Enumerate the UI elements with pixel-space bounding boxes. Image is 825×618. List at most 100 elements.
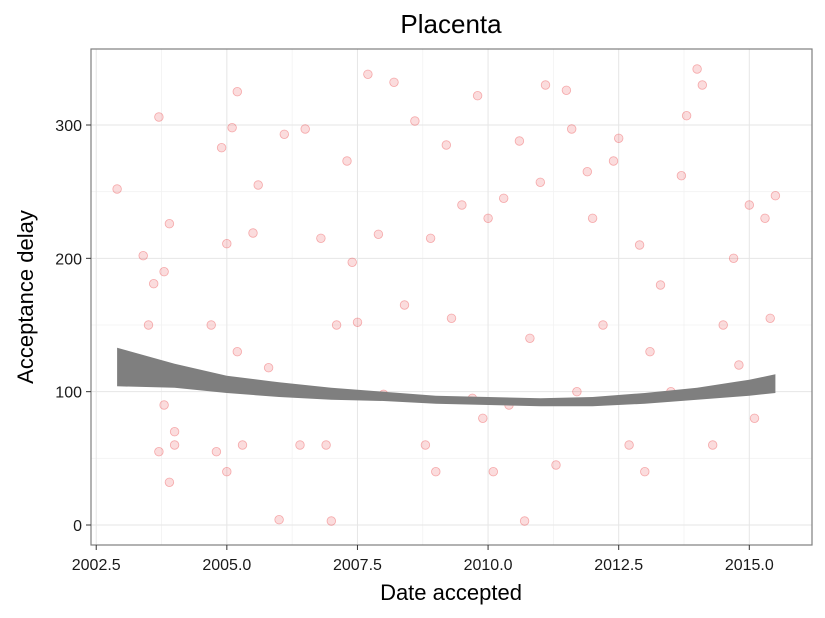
- data-point: [483, 213, 493, 224]
- data-point: [446, 313, 457, 324]
- data-point: [164, 477, 175, 488]
- data-point: [535, 177, 546, 188]
- data-point: [760, 213, 770, 224]
- data-point: [697, 80, 708, 90]
- data-point: [441, 140, 452, 150]
- x-tick-label: 2007.5: [333, 557, 382, 574]
- data-point: [718, 320, 728, 330]
- x-tick-label: 2005.0: [202, 557, 251, 574]
- data-point: [728, 253, 739, 263]
- y-axis-label: Acceptance delay: [13, 210, 38, 384]
- data-point: [457, 200, 467, 210]
- plot-panel-border: [90, 48, 813, 546]
- data-point: [112, 184, 122, 194]
- data-point: [744, 200, 755, 210]
- x-tick-label: 2010.0: [464, 557, 513, 574]
- data-point: [572, 387, 582, 397]
- data-point: [640, 467, 650, 477]
- data-point: [321, 440, 331, 450]
- data-point: [211, 447, 222, 457]
- data-point: [148, 279, 159, 289]
- y-axis-ticks: 0 100 200 300: [55, 118, 91, 535]
- data-point: [222, 238, 232, 249]
- data-point: [274, 515, 284, 525]
- data-point: [164, 218, 175, 229]
- data-point: [420, 440, 431, 450]
- data-point: [561, 85, 572, 96]
- data-point: [749, 413, 760, 424]
- data-point: [645, 347, 655, 357]
- data-point: [347, 257, 357, 268]
- data-point: [248, 228, 258, 238]
- y-tick-label: 200: [55, 251, 82, 268]
- data-point: [216, 142, 227, 153]
- data-point: [389, 77, 399, 88]
- data-point: [159, 400, 169, 410]
- data-point: [567, 124, 577, 134]
- y-tick-label: 0: [73, 518, 82, 535]
- smooth-confidence-band: [117, 347, 776, 407]
- data-point: [655, 280, 666, 290]
- data-point: [770, 190, 781, 201]
- data-point: [295, 440, 305, 450]
- data-point: [431, 467, 441, 477]
- data-point: [169, 427, 180, 437]
- data-point: [342, 156, 352, 166]
- data-point: [540, 80, 551, 90]
- x-tick-label: 2002.5: [72, 557, 121, 574]
- data-point: [765, 313, 775, 324]
- data-point: [488, 467, 499, 477]
- data-point: [472, 90, 483, 101]
- data-point: [227, 122, 237, 133]
- x-axis-ticks: 2002.5 2005.0 2007.5 2010.0 2012.5 2015.0: [72, 545, 774, 574]
- data-point: [514, 136, 525, 146]
- data-point: [624, 440, 634, 450]
- data-point: [232, 86, 243, 97]
- data-point: [582, 166, 593, 177]
- data-point: [734, 360, 744, 370]
- data-point: [222, 467, 232, 477]
- data-point: [399, 300, 410, 310]
- data-points: [112, 64, 781, 526]
- data-point: [587, 213, 598, 224]
- data-point: [519, 516, 530, 526]
- y-tick-label: 100: [55, 385, 82, 402]
- data-point: [692, 64, 702, 74]
- data-point: [525, 333, 535, 344]
- data-point: [608, 156, 619, 166]
- x-axis-label: Date accepted: [380, 580, 522, 605]
- data-point: [279, 129, 290, 140]
- data-point: [154, 112, 164, 122]
- data-point: [159, 267, 169, 277]
- data-point: [614, 133, 624, 144]
- data-point: [676, 170, 687, 181]
- data-point: [499, 193, 509, 204]
- y-tick-label: 300: [55, 118, 82, 135]
- data-point: [373, 229, 384, 240]
- data-point: [352, 317, 363, 328]
- smooth-ribbon: [117, 347, 776, 407]
- data-point: [253, 180, 263, 190]
- data-point: [598, 320, 608, 330]
- data-point: [478, 413, 488, 424]
- data-point: [425, 233, 436, 244]
- data-point: [410, 116, 420, 126]
- data-point: [263, 363, 274, 373]
- grid-lines: [91, 49, 812, 545]
- x-tick-label: 2015.0: [725, 557, 774, 574]
- data-point: [331, 320, 342, 330]
- data-point: [708, 440, 718, 450]
- data-point: [316, 233, 326, 244]
- data-point: [154, 447, 164, 457]
- data-point: [206, 320, 216, 330]
- x-tick-label: 2012.5: [594, 557, 643, 574]
- data-point: [363, 69, 373, 80]
- data-point: [300, 124, 310, 134]
- data-point: [169, 440, 180, 450]
- data-point: [634, 240, 645, 250]
- chart-title: Placenta: [400, 9, 502, 39]
- data-point: [237, 440, 248, 450]
- data-point: [143, 320, 154, 330]
